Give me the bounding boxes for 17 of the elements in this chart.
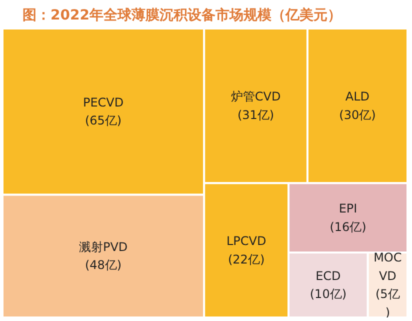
category-label: 炉管CVD [230, 90, 281, 104]
category-label: ALD [345, 90, 370, 104]
category-label: ECD [316, 268, 341, 283]
data-label: (22亿) [228, 252, 265, 266]
data-label: (16亿) [330, 220, 366, 234]
data-label: (30亿) [339, 108, 376, 122]
data-label: (5亿) [376, 287, 400, 320]
text: 图：2022年全球薄膜沉积设备市场规模（亿美元） [22, 6, 342, 24]
category-label: LPCVD [226, 234, 266, 248]
data-label: (48亿) [84, 258, 122, 272]
category-label: 溅射PVD [78, 240, 128, 254]
category-label: PECVD [82, 96, 124, 110]
data-label: (10亿) [310, 287, 347, 302]
data-label: (31亿) [237, 108, 274, 122]
data-label: (65亿) [84, 114, 122, 128]
category-label: EPI [338, 202, 358, 216]
category-label: MOCVD [374, 250, 402, 283]
